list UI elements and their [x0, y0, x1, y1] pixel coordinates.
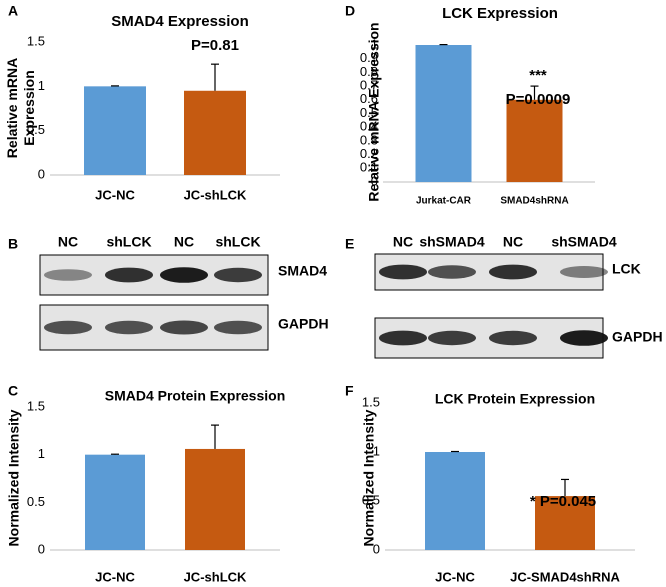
- blot-band: [489, 264, 537, 280]
- blot-band: [160, 320, 208, 335]
- y-tick-label: 0.3: [360, 132, 378, 147]
- bar: [85, 454, 145, 550]
- y-tick-label: 1: [38, 446, 45, 461]
- blot-band: [214, 320, 262, 335]
- x-tick-label: SMAD4shRNA: [500, 196, 568, 207]
- x-tick-label: JC-NC: [95, 187, 135, 202]
- y-tick-label: 0.5: [27, 122, 45, 137]
- bar: [185, 448, 245, 550]
- panel-letter: B: [8, 236, 18, 252]
- chart-title: LCK Protein Expression: [435, 391, 595, 407]
- y-tick-label: 0: [38, 541, 45, 556]
- y-tick-label: 1.5: [27, 33, 45, 48]
- x-tick-label: JC-SMAD4shRNA: [510, 569, 620, 584]
- blot-band: [560, 330, 608, 346]
- x-tick-label: JC-shLCK: [184, 569, 247, 584]
- lane-label: shLCK: [215, 234, 260, 250]
- y-tick-label: 0.6: [360, 91, 378, 106]
- blot-band: [44, 269, 92, 281]
- y-tick-label: 1.5: [27, 398, 45, 413]
- blot-band: [105, 267, 153, 283]
- y-tick-label: 0: [371, 173, 378, 188]
- lane-label: NC: [174, 234, 194, 250]
- blot-band: [379, 330, 427, 346]
- annotation: P=0.0009: [506, 91, 571, 108]
- annotation: * P=0.045: [530, 493, 596, 510]
- y-tick-label: 0.7: [360, 78, 378, 93]
- y-tick-label: 0.8: [360, 64, 378, 79]
- panel-letter: E: [345, 236, 354, 252]
- band-label: GAPDH: [612, 329, 663, 345]
- x-tick-label: JC-NC: [95, 569, 135, 584]
- blot-band: [428, 265, 476, 279]
- blot-band: [379, 264, 427, 280]
- chart-title: LCK Expression: [442, 5, 558, 22]
- bar: [184, 90, 246, 175]
- x-tick-label: JC-shLCK: [184, 187, 247, 202]
- y-axis-label: Expression: [21, 70, 37, 145]
- annotation: P=0.81: [191, 37, 239, 54]
- y-axis-label: Relative mRNA: [4, 58, 20, 158]
- blot-band: [489, 330, 537, 346]
- error-bar: [211, 424, 219, 449]
- lane-label: NC: [503, 234, 523, 250]
- y-axis-label: Normalized Intensity: [6, 409, 22, 546]
- panel-letter: A: [8, 3, 18, 19]
- blot-band: [214, 267, 262, 283]
- band-label: GAPDH: [278, 316, 329, 332]
- lane-label: shSMAD4: [419, 234, 485, 250]
- panel-letter: F: [345, 383, 354, 399]
- y-tick-label: 1: [38, 78, 45, 93]
- x-tick-label: Jurkat-CAR: [416, 196, 472, 207]
- blot-band: [44, 320, 92, 335]
- blot-band: [428, 330, 476, 346]
- y-tick-label: 0.5: [362, 492, 380, 507]
- chart-title: SMAD4 Protein Expression: [105, 388, 286, 404]
- y-tick-label: 0.9: [360, 50, 378, 65]
- bar: [415, 45, 472, 182]
- band-label: SMAD4: [278, 263, 327, 279]
- lane-label: shLCK: [106, 234, 151, 250]
- error-bar: [561, 478, 569, 497]
- y-axis-label: Relative mRNA Expression: [366, 22, 382, 201]
- error-bar: [211, 63, 219, 91]
- y-tick-label: 0.5: [27, 494, 45, 509]
- band-label: LCK: [612, 261, 641, 277]
- panel-letter: D: [345, 3, 355, 19]
- annotation: ***: [529, 67, 547, 84]
- y-tick-label: 0.1: [360, 160, 378, 175]
- y-tick-label: 1: [373, 443, 380, 458]
- bar: [84, 86, 146, 175]
- y-tick-label: 0: [38, 166, 45, 181]
- panel-letter: C: [8, 383, 18, 399]
- y-axis-label: Normalized Intensity: [361, 409, 377, 546]
- bar: [535, 496, 595, 550]
- y-tick-label: 0.2: [360, 146, 378, 161]
- y-tick-label: 1: [371, 36, 378, 51]
- blot-band: [560, 266, 608, 278]
- chart-title: SMAD4 Expression: [111, 13, 249, 30]
- bar: [506, 99, 563, 182]
- lane-label: NC: [58, 234, 78, 250]
- blot-band: [160, 267, 208, 283]
- lane-label: shSMAD4: [551, 234, 617, 250]
- y-tick-label: 0: [373, 541, 380, 556]
- error-bar: [530, 85, 539, 100]
- lane-label: NC: [393, 234, 413, 250]
- x-tick-label: JC-NC: [435, 569, 475, 584]
- y-tick-label: 0.5: [360, 105, 378, 120]
- y-tick-label: 1.5: [362, 394, 380, 409]
- bar: [425, 452, 485, 550]
- y-tick-label: 0.4: [360, 119, 378, 134]
- blot-band: [105, 320, 153, 335]
